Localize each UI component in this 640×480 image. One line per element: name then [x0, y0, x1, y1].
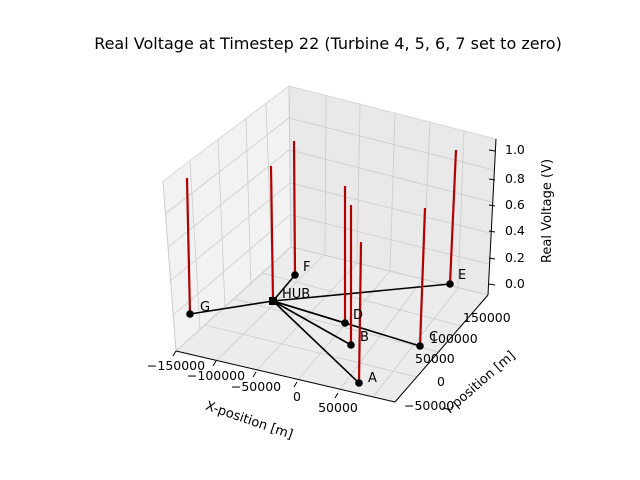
x-tick-label: 0 — [293, 389, 301, 404]
grid-line — [245, 118, 252, 286]
x-axis-label: X-position [m] — [203, 399, 294, 443]
stem-g — [185, 177, 192, 315]
node-marker-c — [416, 342, 424, 350]
edge-hub-b — [272, 300, 352, 346]
grid-lines — [162, 85, 497, 403]
node-marker-b — [347, 341, 355, 349]
x-tick-label: −100000 — [187, 368, 245, 383]
x-tick-mark — [334, 392, 339, 399]
grid-line — [217, 139, 226, 308]
node-marker-f — [291, 271, 299, 279]
grid-line — [288, 85, 292, 248]
z-tick-label: 0.4 — [505, 223, 525, 238]
z-axis-label: Real Voltage (V) — [540, 159, 555, 263]
grid-line — [162, 180, 177, 352]
node-marker-hub — [269, 297, 277, 305]
y-tick-label: −50000 — [404, 398, 454, 413]
network-edges — [189, 274, 451, 384]
z-tick-mark — [488, 178, 496, 181]
node-label-f: F — [303, 260, 310, 275]
node-label-a: A — [368, 371, 377, 386]
grid-line — [457, 130, 465, 289]
voltage-stems — [185, 140, 458, 384]
z-tick-mark — [488, 257, 496, 260]
node-label-d: D — [353, 308, 363, 323]
grid-line — [261, 272, 462, 327]
stem-e — [448, 149, 458, 285]
z-axis-line — [487, 138, 497, 296]
grid-line — [288, 117, 495, 171]
grid-line — [290, 246, 489, 296]
z-tick-mark — [488, 230, 496, 233]
z-tick-label: 0.8 — [505, 171, 525, 186]
grid-line — [290, 214, 490, 265]
grid-line — [233, 298, 440, 353]
z-tick-label: 0.2 — [505, 250, 525, 265]
edge-hub-d — [272, 300, 346, 324]
y-tick-label: 0 — [437, 374, 445, 389]
x-tick-mark — [293, 381, 298, 388]
z-tick-label: 1.0 — [505, 142, 525, 157]
node-marker-g — [186, 310, 194, 318]
grid-line — [164, 117, 290, 215]
z-tick-mark — [488, 283, 496, 286]
edge-hub-f — [272, 274, 296, 302]
stem-f — [292, 140, 297, 276]
grid-line — [204, 324, 418, 378]
node-label-e: E — [458, 268, 466, 283]
grid-line — [324, 94, 327, 256]
y-axis-line — [394, 294, 489, 403]
z-tick-label: 0.6 — [505, 197, 525, 212]
node-marker-e — [446, 280, 454, 288]
x-tick-label: 50000 — [318, 400, 358, 415]
stem-c — [418, 207, 427, 347]
chart-title: Real Voltage at Timestep 22 (Turbine 4, … — [94, 34, 562, 53]
edge-hub-e — [272, 283, 451, 302]
x-axis-line — [175, 350, 396, 403]
grid-line — [356, 103, 361, 264]
stem-hub — [269, 165, 275, 302]
z-tick-mark — [488, 204, 496, 207]
y-tick-label: 150000 — [463, 310, 511, 325]
network-nodes: HUB A B C D E F G — [186, 260, 466, 387]
x-tick-mark — [212, 360, 217, 367]
node-label-hub: HUB — [282, 287, 310, 302]
grid-line — [189, 160, 201, 330]
node-marker-a — [355, 379, 363, 387]
z-tick-label: 0.0 — [505, 276, 525, 291]
edge-hub-g — [189, 300, 274, 315]
z-tick-mark — [488, 149, 496, 152]
node-label-c: C — [429, 330, 438, 345]
edge-hub-a — [272, 300, 360, 384]
grid-line — [389, 111, 396, 272]
node-marker-d — [341, 319, 349, 327]
y-tick-label: 100000 — [430, 331, 478, 346]
grid-line — [289, 149, 493, 203]
x-tick-label: −50000 — [231, 379, 281, 394]
y-tick-label: 50000 — [415, 351, 455, 366]
x-tick-label: −150000 — [147, 358, 205, 373]
x-tick-mark — [252, 371, 257, 378]
grid-line — [289, 182, 491, 234]
grid-line — [337, 278, 424, 393]
stem-a — [357, 241, 363, 384]
node-label-g: G — [200, 300, 210, 315]
grid-line — [255, 262, 358, 372]
grid-line — [372, 287, 459, 398]
node-label-b: B — [360, 330, 369, 345]
x-tick-mark — [172, 350, 177, 357]
